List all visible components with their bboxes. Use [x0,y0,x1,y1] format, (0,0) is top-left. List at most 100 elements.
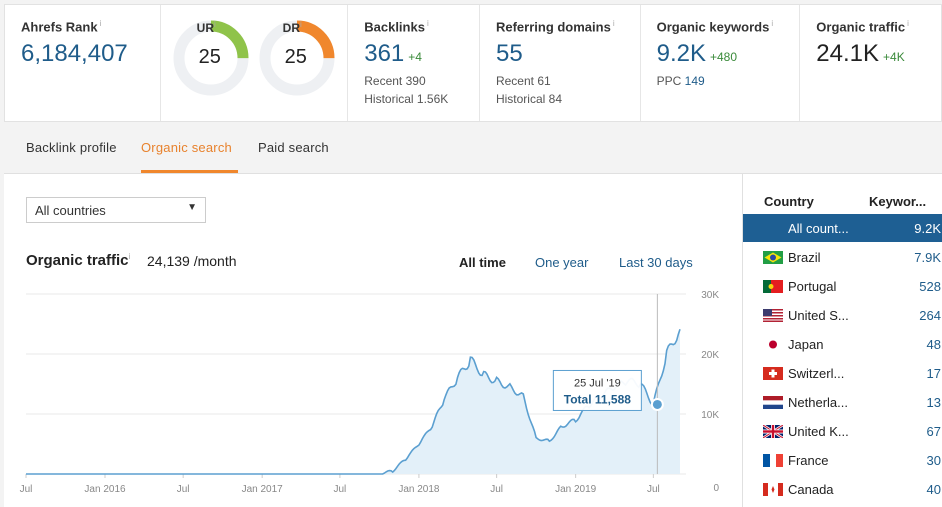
x-tick-label: Jan 2019 [555,484,597,495]
country-name: Portugal [788,279,837,294]
country-name: Japan [788,337,824,352]
x-tick-label: Jul [647,484,660,495]
backlinks-details: Recent 390 Historical 1.56K [364,74,449,107]
backlinks-delta: +4 [408,50,422,65]
country-select-value: All countries [35,203,106,218]
ahrefs-rank-card: Ahrefs Rank i 6,184,407 [5,5,161,121]
country-keyword-count[interactable]: 67 [926,424,941,439]
info-icon[interactable]: i [128,252,131,261]
backlinks-card[interactable]: Backlinks i 361 +4 Recent 390 Historical 1.… [348,5,480,121]
country-row-all[interactable]: All count... 9.2K [743,214,942,242]
info-icon[interactable]: i [771,19,774,28]
tab-paid-search[interactable]: Paid search [258,140,329,155]
range-last-30-days[interactable]: Last 30 days [619,255,693,270]
ahrefs-rank-label: Ahrefs Rank i [21,19,102,35]
ahrefs-rank-value: 6,184,407 [21,40,128,68]
dr-gauge-arc [259,20,335,96]
range-all-time[interactable]: All time [459,255,506,270]
info-icon[interactable]: i [612,19,615,28]
organic-traffic-label: Organic traffic i [816,19,909,35]
chart-subtitle: 24,139 /month [147,253,237,269]
country-row-netherlands[interactable]: Netherla... 13 [743,388,942,416]
backlinks-value: 361 +4 [364,40,422,68]
info-icon[interactable]: i [99,19,102,28]
traffic-area [26,329,680,474]
ppc-count: PPC 149 [656,74,705,89]
country-name: United S... [788,308,849,323]
backlinks-label: Backlinks i [364,19,429,35]
tab-backlink-profile[interactable]: Backlink profile [26,140,117,155]
column-header-country[interactable]: Country [764,194,814,209]
organic-keywords-label: Organic keywords i [656,19,774,35]
caret-down-icon: ▼ [187,202,197,213]
chart-title: Organic traffici [26,252,131,269]
country-name: Brazil [788,250,821,265]
y-tick-label: 10K [701,410,719,421]
info-icon[interactable]: i [907,19,909,28]
x-tick-label: Jul [20,484,33,495]
info-icon[interactable]: i [214,20,216,29]
country-row-portugal[interactable]: Portugal 528 [743,272,942,300]
country-keyword-count[interactable]: 264 [919,308,941,323]
country-keyword-count[interactable]: 7.9K [914,250,941,265]
organic-keywords-card[interactable]: Organic keywords i 9.2K +480 PPC 149 [641,5,801,121]
report-tabs: Backlink profile Organic search Paid sea… [4,122,942,174]
tooltip-date: 25 Jul '19 [574,377,621,389]
country-keyword-count[interactable]: 17 [926,366,941,381]
country-keyword-count[interactable]: 30 [926,453,941,468]
country-select[interactable]: All countries ▼ [26,197,206,223]
country-keyword-count[interactable]: 48 [926,337,941,352]
usa-flag-icon [763,309,783,322]
x-tick-label: Jan 2016 [84,484,126,495]
referring-domains-value: 55 [495,40,523,68]
country-keyword-count[interactable]: 13 [926,395,941,410]
country-row-canada[interactable]: Canada 40 [743,475,942,503]
dr-label: DRi [282,20,302,35]
country-row-usa[interactable]: United S... 264 [743,301,942,329]
country-row-uk[interactable]: United K... 67 [743,417,942,445]
country-name: Canada [788,482,834,497]
portugal-flag-icon [763,280,783,293]
referring-domains-card[interactable]: Referring domains i 55 Recent 61 Historica… [480,5,641,121]
brazil-flag-icon [763,251,783,264]
active-tab-indicator [141,170,238,173]
country-keyword-count[interactable]: 9.2K [914,221,941,236]
country-row-brazil[interactable]: Brazil 7.9K [743,243,942,271]
info-icon[interactable]: i [426,19,429,28]
info-icon[interactable]: i [300,20,302,29]
organic-keywords-value: 9.2K +480 [656,40,738,68]
tab-organic-search[interactable]: Organic search [141,140,232,155]
x-tick-label: Jan 2017 [242,484,284,495]
france-flag-icon [763,454,783,467]
country-keyword-count[interactable]: 40 [926,482,941,497]
organic-keywords-delta: +480 [710,50,738,65]
y-tick-label: 0 [713,483,719,494]
netherlands-flag-icon [763,396,783,409]
uk-flag-icon [763,425,783,438]
country-row-switzerland[interactable]: Switzerl... 17 [743,359,942,387]
referring-domains-details: Recent 61 Historical 84 [495,74,562,107]
country-row-japan[interactable]: Japan 48 [743,330,942,358]
hover-point [650,397,664,411]
tooltip-total: Total 11,588 [564,392,631,406]
canada-flag-icon [763,483,783,496]
country-row-france[interactable]: France 30 [743,446,942,474]
referring-domains-label: Referring domains i [495,19,615,35]
ur-label: URi [196,20,216,35]
country-keywords-table: Country Keywor... All count... 9.2K Brazil… [742,174,942,507]
ur-gauge [173,20,249,96]
dr-gauge [259,20,335,96]
range-one-year[interactable]: One year [535,255,589,270]
x-tick-label: Jul [490,484,503,495]
organic-traffic-card[interactable]: Organic traffic i 24.1K +4K [800,5,941,121]
column-header-keywords[interactable]: Keywor... [869,194,927,209]
tooltip-box [552,369,642,411]
country-keyword-count[interactable]: 528 [919,279,941,294]
rating-gauges: URi 25 DRi 25 [161,5,349,121]
ur-value: 25 [198,46,221,68]
country-name: All count... [788,221,849,236]
organic-traffic-chart[interactable]: 30K 20K 10K 0 Jul Jan 2016 Jul Jan 2017 Jul Jan 2… [4,174,742,507]
country-name: Switzerl... [788,366,845,381]
x-tick-label: Jul [333,484,346,495]
